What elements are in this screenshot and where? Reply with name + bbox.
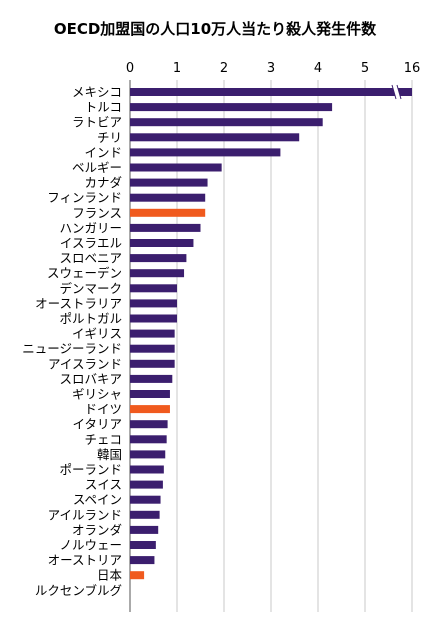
bar [130, 148, 281, 157]
bar [130, 556, 155, 565]
category-label: アイスランド [48, 356, 122, 371]
bar [130, 344, 175, 353]
bar [130, 541, 156, 549]
category-label: トルコ [85, 100, 122, 115]
category-label: スロバキア [59, 371, 122, 386]
bar [130, 495, 161, 504]
tick-label-layer: 0 1 2 3 4 5 16 [126, 61, 420, 76]
axis-break-gap [392, 85, 401, 99]
bar [130, 178, 208, 187]
category-label-layer: メキシコトルコラトビアチリインドベルギーカナダフィンランドフランスハンガリーイス… [22, 85, 122, 598]
bar [130, 374, 173, 383]
category-label: ベルギー [72, 160, 122, 175]
bar [130, 133, 300, 142]
category-label: フィンランド [47, 190, 122, 205]
category-label: イギリス [72, 326, 122, 341]
category-label: ハンガリー [59, 220, 122, 235]
category-label: カナダ [84, 175, 122, 190]
bar [130, 163, 222, 172]
axis-break-marker [391, 84, 402, 100]
chart-title: OECD加盟国の人口10万人当たり殺人発生件数 [53, 20, 377, 38]
bar [130, 88, 412, 96]
category-label: ラトビア [72, 115, 122, 130]
category-label: スイス [85, 477, 122, 492]
category-label: ルクセンブルグ [35, 583, 122, 598]
x-tick-label: 3 [267, 61, 275, 76]
category-label: ポーランド [59, 462, 122, 477]
category-label: ポルトガル [59, 311, 122, 326]
category-label: イタリア [72, 417, 122, 432]
x-tick-label: 1 [173, 61, 181, 76]
category-label: スペイン [73, 492, 122, 507]
bar [130, 435, 167, 444]
bar [130, 208, 206, 217]
axis-break-line [391, 84, 397, 100]
bar [130, 359, 175, 368]
bar [130, 254, 187, 263]
category-label: スウェーデン [47, 266, 122, 281]
x-tick-label: 2 [220, 61, 228, 76]
bar [130, 193, 206, 202]
category-label: チリ [97, 130, 122, 145]
category-label: オーストリア [48, 553, 122, 568]
bar [130, 299, 177, 308]
bar [130, 420, 168, 429]
category-label: 韓国 [97, 447, 122, 462]
x-tick-label: 0 [126, 61, 134, 76]
category-label: ドイツ [84, 402, 122, 417]
x-tick-label: 4 [314, 61, 322, 76]
bar [130, 465, 164, 474]
bar [130, 314, 177, 323]
bar [130, 239, 194, 247]
bar [130, 480, 163, 489]
category-label: メキシコ [72, 85, 122, 100]
x-tick-label: 5 [361, 61, 369, 76]
axis-break-line [396, 84, 402, 100]
bar-layer [130, 88, 412, 580]
category-label: アイルランド [48, 507, 122, 522]
category-label: フランス [72, 205, 122, 220]
bar [130, 269, 185, 278]
bar [130, 405, 170, 414]
bar [130, 118, 323, 127]
category-label: インド [84, 145, 122, 160]
bar [130, 284, 177, 293]
bar [130, 571, 145, 580]
bar [130, 103, 333, 112]
category-label: イスラエル [60, 236, 122, 251]
bar [130, 510, 160, 519]
category-label: スロベニア [59, 251, 122, 266]
category-label: オランダ [72, 522, 122, 537]
bar [130, 450, 166, 459]
bar [130, 525, 159, 534]
category-label: デンマーク [59, 281, 122, 296]
category-label: チェコ [84, 432, 122, 447]
category-label: オーストラリア [35, 296, 122, 311]
category-label: ギリシャ [72, 387, 122, 402]
category-label: 日本 [97, 568, 123, 583]
bar [130, 329, 175, 338]
category-label: ノルウェー [59, 538, 122, 553]
x-tick-label: 16 [404, 61, 421, 76]
category-label: ニュージーランド [22, 341, 122, 356]
bar [130, 390, 170, 398]
bar [130, 223, 201, 232]
